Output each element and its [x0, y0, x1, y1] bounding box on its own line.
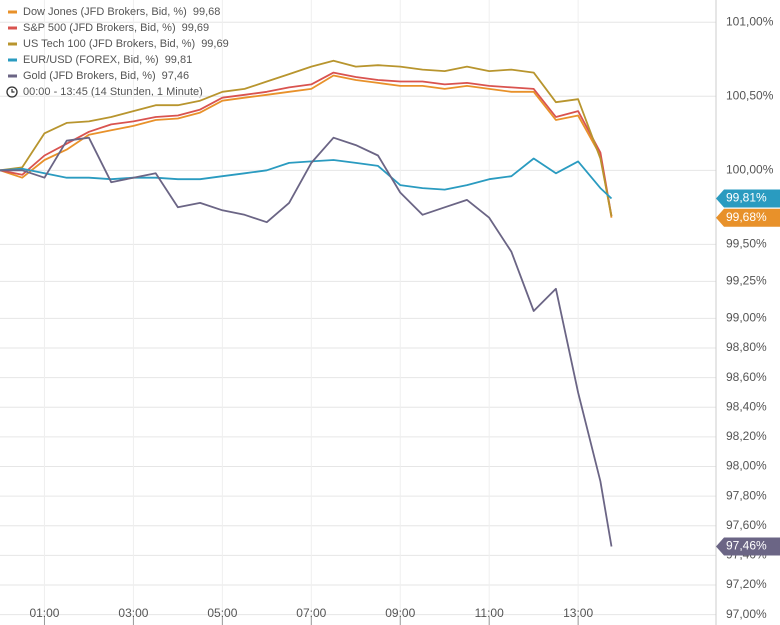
legend-label: EUR/USD (FOREX, Bid, %) — [23, 54, 159, 66]
series-line — [0, 74, 613, 218]
legend-label: US Tech 100 (JFD Brokers, Bid, %) — [23, 38, 195, 50]
y-tick-label: 98,00% — [726, 459, 767, 473]
value-badge — [716, 189, 780, 208]
y-tick-label: 98,20% — [726, 429, 767, 443]
y-tick-label: 98,80% — [726, 340, 767, 354]
legend-value: 99,68 — [193, 6, 221, 18]
badge-label: 99,68% — [726, 210, 767, 224]
legend-value: 97,46 — [162, 70, 190, 82]
clock-icon — [6, 86, 18, 98]
y-tick-label: 99,25% — [726, 274, 767, 288]
y-tick-label: 100,50% — [726, 88, 774, 102]
series-line — [0, 136, 613, 547]
legend-label: Gold (JFD Brokers, Bid, %) — [23, 70, 156, 82]
x-tick-label: 07:00 — [296, 606, 326, 620]
legend-label: Dow Jones (JFD Brokers, Bid, %) — [23, 6, 187, 18]
series-line — [0, 157, 613, 200]
badge-label: 97,46% — [726, 539, 767, 553]
x-tick-label: 01:00 — [29, 606, 59, 620]
value-badge — [716, 208, 780, 227]
x-tick-label: 05:00 — [207, 606, 237, 620]
legend-swatch — [8, 42, 17, 46]
legend: Dow Jones (JFD Brokers, Bid, %) 99,68 S&P … — [8, 6, 229, 82]
value-badge — [716, 537, 780, 556]
x-tick-label: 13:00 — [563, 606, 593, 620]
legend-swatch — [8, 74, 17, 78]
y-tick-label: 99,50% — [726, 237, 767, 251]
legend-value: 99,81 — [165, 54, 193, 66]
range-label: 00:00 - 13:45 (14 Stunden, 1 Minute) — [23, 86, 203, 98]
x-tick-label: 11:00 — [475, 606, 504, 620]
series-line — [0, 59, 613, 217]
legend-swatch — [8, 10, 17, 14]
series-line — [0, 71, 613, 217]
y-tick-label: 97,80% — [726, 488, 767, 502]
y-tick-label: 97,20% — [726, 577, 767, 591]
y-tick-label: 101,00% — [726, 14, 774, 28]
x-tick-label: 03:00 — [118, 606, 148, 620]
y-tick-label: 100,00% — [726, 162, 774, 176]
legend-label: S&P 500 (JFD Brokers, Bid, %) — [23, 22, 176, 34]
legend-swatch — [8, 58, 17, 62]
y-tick-label: 97,60% — [726, 518, 767, 532]
legend-value: 99,69 — [182, 22, 210, 34]
y-tick-label: 97,00% — [726, 607, 767, 621]
y-tick-label: 99,00% — [726, 311, 767, 325]
legend-value: 99,69 — [201, 38, 229, 50]
x-tick-label: 09:00 — [385, 606, 415, 620]
y-tick-label: 98,60% — [726, 370, 767, 384]
badge-label: 99,81% — [726, 191, 767, 205]
y-tick-label: 98,40% — [726, 399, 767, 413]
legend-swatch — [8, 26, 17, 30]
